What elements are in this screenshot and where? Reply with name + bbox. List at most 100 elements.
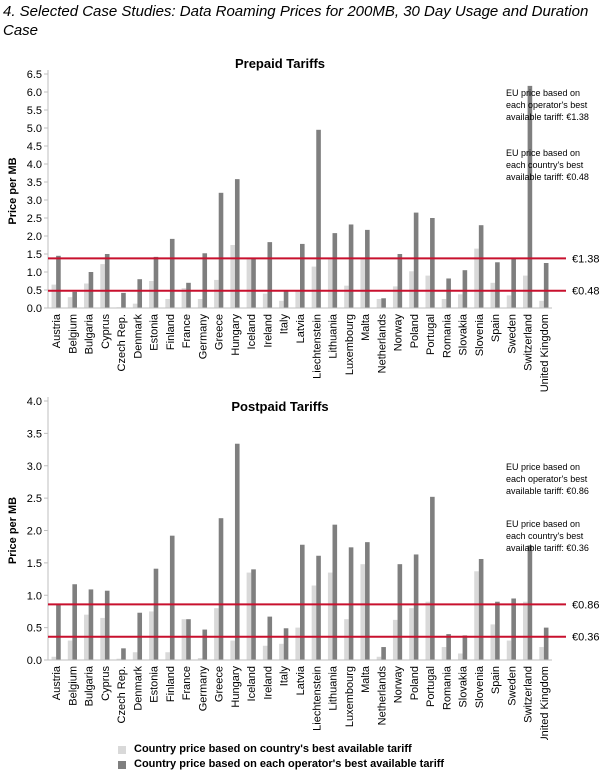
chart1-y-axis-label: Price per MB (7, 157, 19, 224)
chart2-bar-dark (381, 647, 386, 660)
chart1-reference-note-line: available tariff: €1.38 (506, 112, 589, 122)
chart2-category-label: Cyprus (100, 666, 112, 701)
chart2-bar-light (246, 572, 252, 660)
chart1-category-label: Bulgaria (84, 313, 96, 354)
chart2-category-label: Slovenia (474, 665, 486, 708)
chart1-bar-light (392, 286, 398, 308)
chart1-bar-dark (365, 229, 370, 308)
chart1-bar-dark (234, 179, 240, 308)
chart1-bar-dark (251, 257, 256, 308)
chart1-bar-dark (348, 224, 354, 308)
chart2-bar-light (51, 656, 57, 660)
chart2-category-label: Poland (409, 666, 421, 700)
chart2-bar-dark (316, 555, 321, 660)
chart2-bar-light (214, 608, 219, 660)
chart2-bar-light (392, 619, 398, 660)
chart2-bar-light (327, 572, 333, 660)
chart1-category-label: Czech Rep. (116, 314, 128, 371)
chart1-bar-light (311, 266, 317, 308)
chart1-bar-dark (462, 270, 468, 308)
chart1-bar-light (197, 299, 203, 308)
chart2-category-label: Austria (51, 665, 63, 700)
chart2-bar-light (376, 656, 382, 660)
chart1-bar-dark (397, 254, 403, 308)
chart1-category-label: Latvia (295, 313, 307, 343)
chart1-bar-light (295, 290, 300, 308)
chart1-bar-dark (169, 238, 175, 308)
chart1-bar-light (490, 282, 496, 308)
chart2-reference-note-line: available tariff: €0.86 (506, 486, 589, 496)
chart2-bar-light (197, 658, 203, 660)
chart2-y-tick-label: 1.0 (27, 590, 42, 602)
chart2-bar-dark (365, 542, 370, 660)
chart2-category-label: Ireland (262, 666, 274, 700)
chart2-category-label: Luxembourg (344, 666, 356, 727)
legend-label-light: Country price based on country's best av… (134, 743, 412, 755)
chart2-bar-light (262, 645, 268, 660)
chart2-reference-note: EU price based on each country's best avai… (506, 519, 589, 553)
chart1-bar-light (376, 299, 382, 308)
chart2-category-label: Greece (214, 666, 226, 702)
chart2-bar-light (230, 640, 235, 660)
chart1-category-label: Finland (165, 314, 177, 350)
chart2-bar-dark (462, 635, 468, 660)
chart2-bar-dark (234, 443, 240, 660)
chart1-bar-light (246, 259, 252, 308)
chart1-bar-dark (283, 290, 289, 308)
chart2-category-label: Italy (279, 666, 291, 687)
chart2-category-label: Switzerland (523, 666, 535, 723)
chart2-bar-dark (88, 589, 94, 660)
chart1-bar-dark (153, 256, 159, 308)
chart2-category-label: Estonia (149, 665, 161, 703)
chart1-category-label: Estonia (149, 313, 161, 351)
chart2-bar-dark (527, 545, 533, 660)
chart2-category-label: Lithuania (328, 665, 340, 711)
legend-swatch-light (118, 745, 126, 754)
chart2-bar-dark (397, 564, 403, 660)
chart1-category-label: Netherlands (376, 314, 388, 374)
chart2-bar-dark (413, 554, 419, 660)
chart2-category-label: Germany (197, 666, 209, 712)
chart1-bar-dark (121, 292, 126, 308)
chart1-y-tick-label: 6.5 (27, 69, 42, 81)
chart2-bar-light (441, 647, 447, 660)
chart2-title: Postpaid Tariffs (231, 399, 328, 414)
chart2-y-tick-label: 2.5 (27, 493, 42, 505)
chart1-category-label: Hungary (230, 314, 242, 356)
chart2-bar-light (344, 619, 349, 660)
chart1-category-label: Slovenia (474, 313, 486, 356)
chart2-bar-light (116, 658, 122, 660)
chart1-bar-dark (430, 218, 435, 308)
chart1-bar-light (360, 257, 366, 308)
chart2-category-label: United Kingdom (539, 666, 551, 740)
chart2-bar-dark (104, 590, 110, 660)
chart1-y-tick-label: 3.0 (27, 195, 42, 207)
chart1-category-label: Cyprus (100, 314, 112, 349)
chart2-reference-note-line: EU price based on (506, 462, 580, 472)
chart1-title: Prepaid Tariffs (235, 56, 325, 71)
chart2-y-tick-label: 1.5 (27, 558, 42, 570)
chart1-y-tick-label: 4.5 (27, 141, 42, 153)
chart1-y-tick-label: 2.5 (27, 213, 42, 225)
chart1-y-tick-label: 2.0 (27, 231, 42, 243)
chart1-reference-label: €1.38 (572, 253, 600, 265)
chart2-y-tick-label: 3.0 (27, 461, 42, 473)
chart1-category-label: Romania (441, 313, 453, 358)
chart1-category-label: Austria (51, 313, 63, 348)
legend-item-light: Country price based on country's best av… (118, 742, 444, 757)
chart2-category-label: Spain (490, 666, 502, 694)
chart1-category-label: Portugal (425, 314, 437, 355)
chart2-bar-dark (169, 535, 175, 660)
chart1-bar-light (165, 299, 170, 308)
chart2-bar-light (132, 652, 138, 660)
chart1-reference-note-line: each operator's best (506, 100, 588, 110)
chart2-bar-dark (218, 518, 224, 660)
chart1-category-label: Switzerland (523, 314, 535, 371)
chart1-y-tick-label: 1.0 (27, 267, 42, 279)
chart1-category-label: Malta (360, 313, 372, 341)
chart1-category-label: Greece (214, 314, 226, 350)
chart2-y-tick-label: 4.0 (27, 396, 42, 408)
chart2-y-tick-label: 0.0 (27, 655, 42, 667)
chart2-bar-dark (251, 569, 256, 660)
chart1-bar-light (84, 283, 89, 308)
